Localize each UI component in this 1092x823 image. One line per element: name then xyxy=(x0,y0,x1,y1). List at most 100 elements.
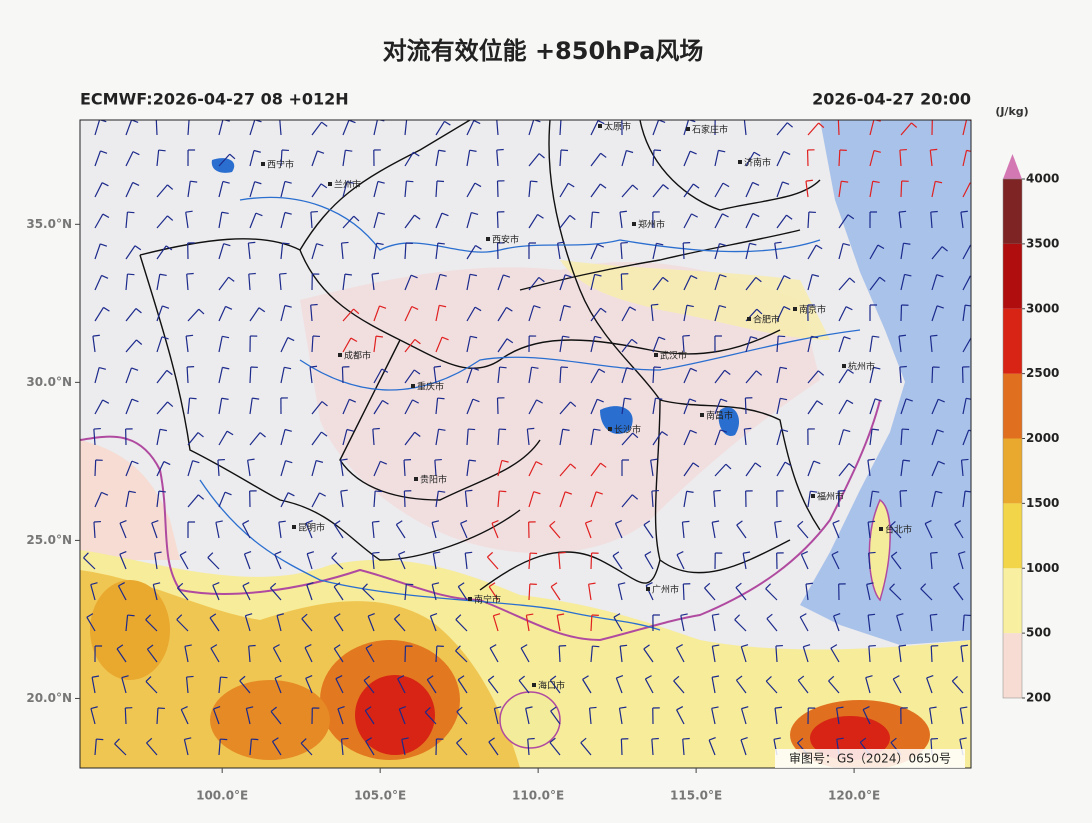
wind-barb xyxy=(683,584,684,600)
city-marker xyxy=(700,413,704,417)
city-label: 石家庄市 xyxy=(692,124,728,136)
wind-barb-flag xyxy=(311,304,318,305)
wind-barb-flag xyxy=(465,552,472,553)
wind-barb-flag xyxy=(96,739,103,740)
wind-barb-flag xyxy=(187,273,194,274)
valid-time: 2026-04-27 20:00 xyxy=(812,90,971,109)
wind-barb xyxy=(342,367,343,383)
wind-barb-flag xyxy=(930,149,937,150)
colorbar-label: 500 xyxy=(1026,626,1051,640)
city-marker xyxy=(747,317,751,321)
wind-barb-flag xyxy=(372,273,379,274)
wind-barb-flag xyxy=(592,646,599,647)
colorbar-band xyxy=(1003,244,1022,309)
x-tick-label: 115.0°E xyxy=(670,789,722,803)
wind-barb-flag xyxy=(868,521,875,522)
wind-barb-flag xyxy=(775,707,782,708)
map-field: 西宁市兰州市西安市太原市石家庄市济南市郑州市合肥市南京市杭州市武汉市长沙市南昌市… xyxy=(80,118,977,770)
wind-barb xyxy=(95,460,96,476)
wind-barb-flag xyxy=(127,212,134,213)
city-label: 广州市 xyxy=(652,584,679,596)
city-marker xyxy=(811,494,815,498)
y-tick-label: 25.0°N xyxy=(26,533,72,547)
x-tick-label: 120.0°E xyxy=(828,789,880,803)
wind-barb-flag xyxy=(899,211,906,212)
wind-barb-flag xyxy=(527,428,534,429)
wind-barb-flag xyxy=(931,212,938,213)
colorbar-band xyxy=(1003,503,1022,568)
colorbar-band xyxy=(1003,374,1022,439)
wind-barb-flag xyxy=(499,491,506,492)
x-tick-label: 105.0°E xyxy=(354,789,406,803)
wind-barb-flag xyxy=(251,739,258,740)
city-label: 武汉市 xyxy=(660,350,687,362)
wind-barb xyxy=(497,212,498,228)
wind-barb-flag xyxy=(930,614,937,615)
island xyxy=(500,692,560,748)
wind-barb xyxy=(901,181,902,197)
wind-barb-flag xyxy=(930,335,937,336)
city-marker xyxy=(411,384,415,388)
wind-barb xyxy=(125,708,126,724)
wind-barb-flag xyxy=(159,491,166,492)
wind-barb-flag xyxy=(651,304,658,305)
colorbar-band xyxy=(1003,633,1022,698)
city-label: 贵阳市 xyxy=(420,474,447,486)
wind-barb-flag xyxy=(962,459,969,460)
city-marker xyxy=(414,477,418,481)
wind-barb-flag xyxy=(683,739,690,740)
wind-barb-flag xyxy=(220,677,227,678)
wind-barb-flag xyxy=(159,150,166,151)
wind-barb-flag xyxy=(283,243,290,244)
wind-barb xyxy=(404,491,405,507)
wind-barb-flag xyxy=(127,274,134,275)
wind-barb-flag xyxy=(530,181,537,182)
wind-barb-flag xyxy=(220,739,227,740)
y-tick-label: 20.0°N xyxy=(26,691,72,705)
wind-barb-flag xyxy=(500,367,507,368)
wind-barb-flag xyxy=(620,645,627,646)
city-marker xyxy=(598,124,602,128)
wind-barb-flag xyxy=(190,398,197,399)
wind-barb-flag xyxy=(438,398,445,399)
colorbar-band xyxy=(1003,179,1022,244)
wind-barb-flag xyxy=(868,614,875,615)
wind-barb-flag xyxy=(900,367,907,368)
city-label: 合肥市 xyxy=(753,314,780,326)
wind-barb-flag xyxy=(310,366,317,367)
wind-barb xyxy=(932,367,933,383)
wind-barb xyxy=(838,119,839,135)
colorbar-band xyxy=(1003,439,1022,504)
wind-barb-flag xyxy=(249,645,256,646)
city-label: 南昌市 xyxy=(706,410,733,422)
city-label: 西宁市 xyxy=(267,159,294,171)
wind-barb-flag xyxy=(186,335,193,336)
city-marker xyxy=(338,353,342,357)
city-label: 海口市 xyxy=(538,680,565,692)
city-marker xyxy=(486,237,490,241)
wind-barb-flag xyxy=(682,521,689,522)
city-label: 郑州市 xyxy=(638,219,665,231)
wind-barb xyxy=(931,646,932,662)
wind-barb xyxy=(591,553,592,569)
wind-barb-flag xyxy=(683,336,690,337)
city-marker xyxy=(686,127,690,131)
wind-barb-flag xyxy=(465,490,472,491)
wind-barb-flag xyxy=(187,676,194,677)
y-tick-label: 30.0°N xyxy=(26,375,72,389)
wind-barb-flag xyxy=(714,491,721,492)
wind-barb-flag xyxy=(744,428,751,429)
wind-barb-flag xyxy=(248,242,255,243)
wind-barb xyxy=(683,243,684,259)
city-marker xyxy=(261,162,265,166)
subtitle: ECMWF:2026-04-27 08 +012H xyxy=(80,90,349,109)
wind-barb xyxy=(497,181,498,197)
wind-barb-flag xyxy=(406,181,413,182)
city-marker xyxy=(879,527,883,531)
wind-barb-flag xyxy=(559,552,566,553)
city-label: 济南市 xyxy=(744,157,771,169)
city-label: 杭州市 xyxy=(848,361,875,373)
wind-barb xyxy=(745,398,746,414)
city-label: 西安市 xyxy=(492,234,519,246)
